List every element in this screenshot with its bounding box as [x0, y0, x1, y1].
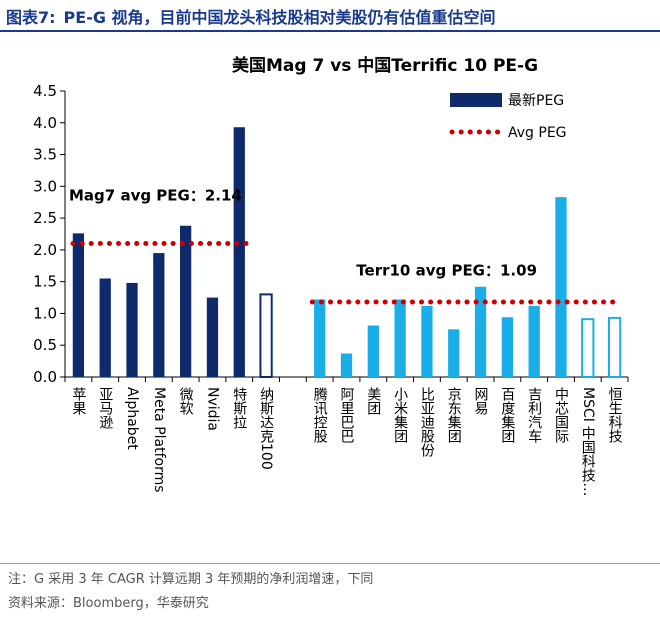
- bar: [126, 282, 138, 377]
- chart-title: 美国Mag 7 vs 中国Terrific 10 PE-G: [232, 55, 538, 76]
- bar: [314, 299, 326, 377]
- x-tick-label: 中芯国际: [553, 387, 569, 444]
- y-tick-label: 4.0: [33, 114, 57, 132]
- y-tick-label: 0.0: [33, 368, 57, 386]
- bar: [259, 293, 273, 378]
- x-tick-label: 苹果: [70, 387, 86, 415]
- legend-bar-label: 最新PEG: [508, 93, 564, 109]
- y-tick-label: 0.5: [33, 336, 57, 354]
- bar: [180, 225, 192, 377]
- bar: [72, 233, 85, 377]
- x-tick-label: 特斯拉: [231, 387, 247, 429]
- x-tick-label: 腾讯控股: [312, 386, 328, 444]
- y-tick-label: 4.5: [33, 82, 57, 100]
- x-tick-label: 小米集团: [392, 387, 408, 443]
- x-tick-labels: 苹果 亚马逊 Alphabet Meta Platforms 微软 Nvidia 特斯拉 纳斯…: [70, 386, 622, 496]
- y-tick-label: 3.0: [33, 177, 57, 195]
- legend-bar-swatch: [450, 93, 502, 107]
- bar: [233, 127, 245, 377]
- x-tick-label: 微软: [178, 387, 194, 415]
- x-tick-label: 京东集团: [446, 387, 462, 443]
- legend-line-label: Avg PEG: [508, 125, 567, 141]
- bar: [474, 286, 487, 377]
- x-tick-label: Alphabet: [124, 387, 140, 450]
- source-line: 资料来源：Bloomberg，华泰研究: [8, 596, 209, 611]
- x-tick-label: 美团: [365, 387, 381, 415]
- y-tick-label: 1.0: [33, 304, 57, 322]
- bar: [367, 325, 379, 377]
- x-tick-label: Nvidia: [204, 387, 220, 431]
- avg-lines: [70, 241, 617, 305]
- bar: [607, 316, 622, 379]
- figure-title-text: PE-G 视角，目前中国龙头科技股相对美股仍有估值重估空间: [63, 8, 496, 27]
- footnote: 注：G 采用 3 年 CAGR 计算远期 3 年预期的净利润增速，下同: [8, 572, 374, 587]
- y-tick-label: 2.0: [33, 241, 57, 259]
- title-rule: [0, 30, 660, 32]
- bar: [528, 305, 540, 377]
- bar: [581, 318, 595, 379]
- avg-annotation: Terr10 avg PEG：1.09: [356, 261, 537, 279]
- chart-legend: 最新PEG Avg PEG: [449, 93, 567, 141]
- bar: [99, 278, 111, 377]
- peg-bar-chart: 美国Mag 7 vs 中国Terrific 10 PE-G 0.0 0.5 1.0 1…: [33, 55, 629, 496]
- figure-title: 图表7: PE-G 视角，目前中国龙头科技股相对美股仍有估值重估空间: [6, 4, 496, 28]
- x-tick-label: 百度集团: [499, 387, 515, 443]
- chart-bars: [72, 127, 622, 379]
- x-tick-label: 恒生科技: [607, 387, 623, 444]
- x-tick-label: MSCI 中国科技…: [580, 387, 596, 496]
- bar: [206, 297, 219, 377]
- x-tick-label: 比亚迪股份: [419, 387, 435, 458]
- bar: [555, 197, 567, 377]
- y-tick-label: 1.5: [33, 273, 57, 291]
- y-tick-label: 2.5: [33, 209, 57, 227]
- x-tick-label: 纳斯达克100: [258, 387, 274, 470]
- avg-annotations: Mag7 avg PEG：2.14 Terr10 avg PEG：1.09: [69, 186, 537, 279]
- x-tick-label: 吉利汽车: [526, 387, 542, 443]
- x-tick-label: 网易: [473, 387, 489, 415]
- y-tick-label: 3.5: [33, 146, 57, 164]
- bar: [421, 305, 433, 377]
- x-tick-label: 阿里巴巴: [339, 387, 355, 443]
- bar: [153, 253, 165, 377]
- avg-annotation: Mag7 avg PEG：2.14: [69, 186, 242, 204]
- bar: [501, 317, 513, 377]
- bar: [340, 353, 353, 377]
- footer-rule: [0, 563, 660, 564]
- bar: [394, 299, 406, 377]
- bar: [448, 329, 460, 377]
- figure-label: 图表7:: [6, 8, 56, 27]
- x-tick-label: Meta Platforms: [151, 387, 167, 493]
- x-tick-label: 亚马逊: [97, 387, 113, 430]
